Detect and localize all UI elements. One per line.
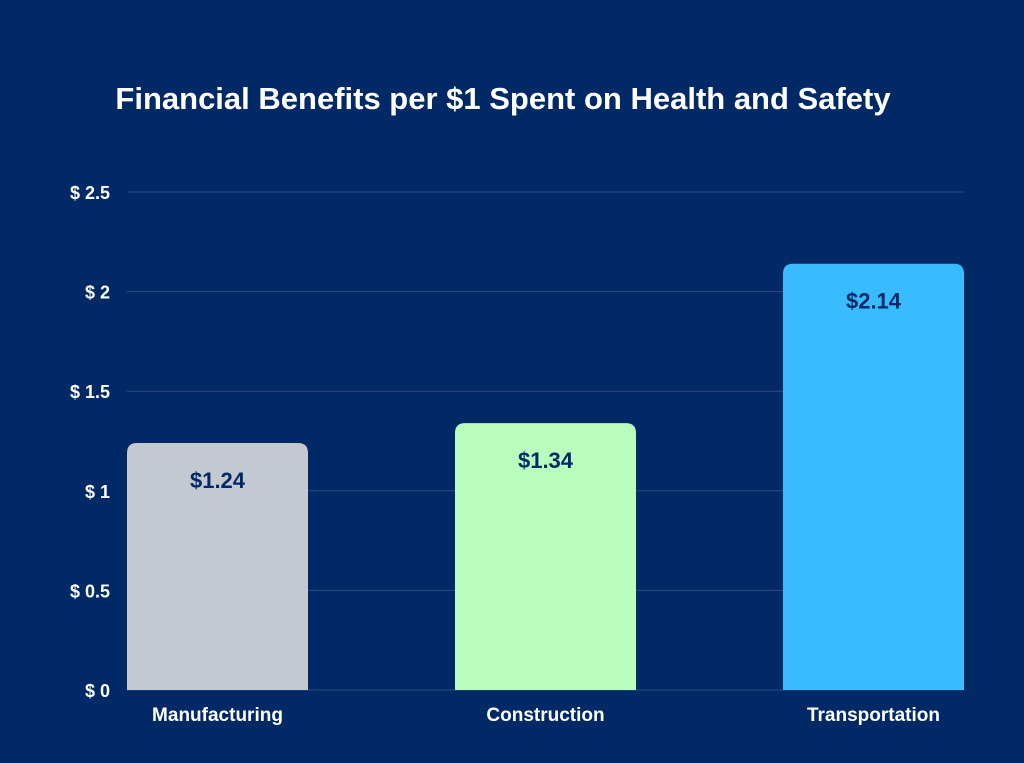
bar-manufacturing	[127, 442, 308, 690]
data-label: $2.14	[846, 289, 902, 314]
y-tick-label: $ 0.5	[70, 581, 110, 601]
y-tick-label: $ 1.5	[70, 382, 110, 402]
chart-title: Financial Benefits per $1 Spent on Healt…	[115, 81, 891, 116]
y-tick-label: $ 2	[85, 283, 110, 303]
bar-transportation	[783, 263, 964, 690]
x-tick-label: Manufacturing	[152, 705, 283, 726]
y-tick-label: $ 1	[85, 482, 110, 502]
x-tick-label: Transportation	[807, 705, 940, 726]
bar-construction	[455, 423, 636, 690]
data-label: $1.34	[518, 448, 574, 473]
data-label: $1.24	[190, 468, 246, 493]
y-tick-label: $ 0	[85, 681, 110, 701]
y-tick-label: $ 2.5	[70, 183, 110, 203]
x-tick-label: Construction	[486, 705, 604, 726]
